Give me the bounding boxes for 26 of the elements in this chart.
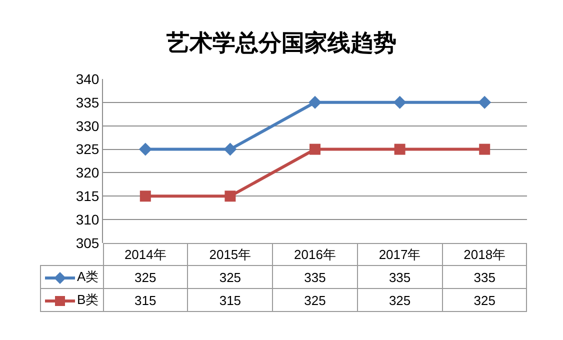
x-tick-label: 2018年 (442, 244, 527, 266)
data-label: 325 (103, 266, 188, 288)
x-tick-label: 2014年 (103, 244, 188, 266)
x-tick-label: 2017年 (357, 244, 442, 266)
data-label: 325 (442, 288, 527, 312)
data-label: 325 (272, 288, 358, 312)
data-label: 315 (103, 288, 188, 312)
data-label: 325 (188, 266, 273, 288)
y-tick-label: 325 (76, 141, 100, 158)
y-tick-label: 340 (76, 70, 100, 87)
y-tick-label: 305 (76, 234, 100, 251)
legend-label: B类 (77, 292, 99, 307)
data-label: 325 (357, 288, 442, 312)
data-label: 315 (188, 288, 273, 312)
data-label: 335 (272, 266, 358, 288)
y-tick-label: 330 (76, 118, 100, 134)
data-label: 335 (357, 266, 442, 288)
y-tick-label: 310 (76, 211, 100, 228)
data-label: 335 (442, 266, 527, 288)
y-tick-label: 315 (76, 188, 100, 204)
y-tick-label: 320 (76, 164, 100, 181)
x-tick-label: 2015年 (188, 244, 273, 266)
y-tick-label: 335 (76, 94, 100, 110)
chart-title: 艺术学总分国家线趋势 (166, 30, 396, 57)
legend-label: A类 (77, 269, 99, 284)
x-tick-label: 2016年 (272, 244, 358, 266)
